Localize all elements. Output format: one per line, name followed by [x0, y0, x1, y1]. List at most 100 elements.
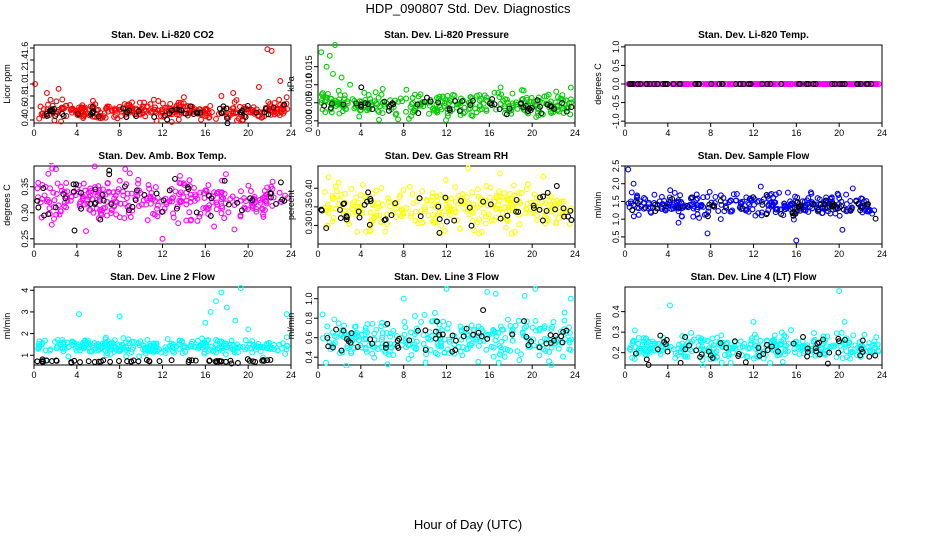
data-point-selected [367, 198, 374, 204]
data-point-selected [829, 201, 836, 207]
points [34, 285, 291, 367]
data-point-all [111, 113, 118, 120]
data-point-all [194, 217, 201, 224]
data-point-selected [273, 200, 279, 207]
data-point-all [99, 344, 106, 351]
y-tick-label: 0.015 [304, 55, 314, 78]
data-point-all [247, 188, 254, 194]
data-point-all [449, 106, 456, 113]
data-point-all [673, 199, 680, 205]
data-point-all [423, 196, 430, 203]
data-point-all [205, 182, 212, 189]
data-point-selected [281, 101, 288, 108]
data-point-all [168, 118, 175, 125]
data-point-all [645, 339, 652, 346]
data-point-all [828, 343, 835, 350]
data-point-selected [859, 348, 866, 355]
data-point-selected [267, 356, 274, 363]
data-point-selected [480, 198, 487, 205]
data-point-all [353, 194, 360, 201]
data-point-selected [804, 353, 811, 360]
data-point-selected [693, 347, 700, 354]
data-point-all [689, 338, 695, 345]
data-point-selected [778, 81, 785, 87]
data-point-all [452, 184, 459, 191]
data-point-selected [731, 338, 738, 345]
data-point-all [323, 332, 330, 339]
data-point-all [144, 217, 151, 224]
data-point-all [796, 351, 803, 357]
data-point-selected [565, 213, 572, 220]
data-point-all [767, 360, 774, 366]
data-point-all [209, 343, 216, 350]
data-point-selected [816, 351, 823, 358]
data-point-all [498, 338, 505, 345]
data-point-selected [629, 207, 636, 214]
data-point-all [116, 177, 123, 184]
data-point-all [743, 353, 750, 360]
data-point-selected [207, 212, 214, 219]
data-point-all [733, 191, 740, 197]
data-point-all [80, 344, 87, 351]
data-point-all [45, 101, 51, 108]
data-point-all [519, 87, 525, 94]
data-point-all [68, 106, 75, 113]
points [318, 42, 575, 124]
x-tick-label: 20 [834, 249, 844, 259]
data-point-all [429, 190, 436, 196]
data-point-selected [717, 197, 724, 204]
outlier-point [116, 313, 123, 320]
data-point-all [553, 88, 560, 95]
data-point-all [319, 311, 326, 318]
data-point-selected [466, 204, 473, 211]
data-point-selected [523, 333, 530, 340]
data-point-all [348, 205, 355, 212]
data-point-all [555, 215, 562, 222]
data-point-all [381, 347, 388, 354]
data-point-all [661, 198, 668, 204]
outlier-point [325, 174, 332, 181]
data-point-all [647, 347, 654, 353]
data-point-all [852, 342, 859, 349]
data-point-all [660, 344, 666, 351]
data-point-selected [128, 358, 135, 365]
data-point-all [555, 345, 562, 352]
data-point-all [843, 335, 850, 342]
data-point-all [198, 116, 205, 123]
data-point-selected [813, 348, 820, 355]
data-point-all [532, 199, 538, 206]
panel-title: Stan. Dev. Amb. Box Temp. [98, 151, 226, 162]
data-point-all [108, 210, 115, 216]
data-point-all [148, 108, 155, 115]
data-point-all [213, 199, 220, 206]
y-tick-label: 0.000 [304, 110, 314, 133]
data-point-all [376, 212, 383, 219]
data-point-selected [563, 108, 570, 115]
data-point-all [367, 209, 374, 216]
data-point-selected [836, 81, 843, 87]
data-point-all [567, 347, 574, 353]
data-point-selected [652, 201, 659, 208]
data-point-selected [651, 81, 657, 87]
data-point-all [420, 340, 427, 347]
data-point-selected [740, 81, 747, 87]
x-tick-label: 8 [401, 128, 406, 138]
data-point-all [213, 115, 219, 122]
data-point-all [341, 322, 348, 329]
data-point-all [71, 339, 78, 346]
data-point-selected [325, 343, 332, 350]
x-tick-label: 8 [708, 370, 713, 380]
data-point-all [437, 104, 444, 111]
y-tick-label: 0.3 [611, 326, 621, 339]
data-point-all [53, 191, 60, 197]
data-point-all [874, 341, 881, 348]
x-tick-label: 0 [315, 128, 320, 138]
data-point-all [652, 340, 658, 347]
outlier-point [283, 94, 290, 101]
outlier-point [89, 97, 96, 104]
data-point-selected [735, 350, 742, 357]
data-point-selected [750, 194, 757, 201]
data-point-all [369, 343, 376, 350]
data-point-all [369, 350, 376, 357]
data-point-all [117, 200, 124, 207]
